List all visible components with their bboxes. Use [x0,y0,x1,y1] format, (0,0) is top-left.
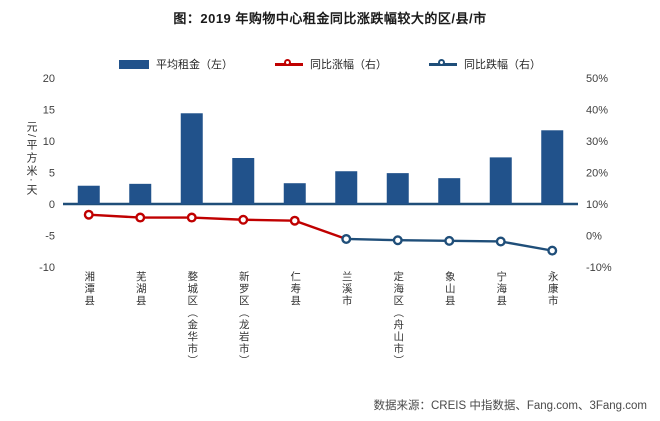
x-category-label: 象山县 [443,271,456,307]
bar [129,183,152,204]
line-marker [186,212,197,223]
x-category-label: 定海区（舟山市） [392,271,405,367]
left-axis-tick: -5 [45,231,55,243]
legend-bar-swatch-icon [119,59,149,69]
left-axis-title: 元/平方米·天 [25,121,37,197]
line-marker [135,212,146,223]
line-marker [547,245,558,256]
legend-item-label: 同比跌幅（右） [464,59,541,71]
line-marker [341,233,352,244]
x-category-label: 婺城区（金华市） [186,271,199,367]
legend-item-label: 同比涨幅（右） [310,59,387,71]
x-category-label: 仁寿县 [289,271,302,307]
data-source-note: 数据来源：CREIS 中指数据、Fang.com、3Fang.com [373,400,648,412]
left-axis-tick: 15 [43,105,55,117]
x-category-label: 芜湖县 [134,271,147,307]
line-marker [238,214,249,225]
x-category-label: 湘潭县 [83,271,96,307]
line-marker [444,235,455,246]
line-marker [392,235,403,246]
right-axis-tick: 20% [586,168,608,180]
legend-line-swatch-icon [429,59,457,70]
left-axis-tick: 0 [49,199,55,211]
bar [283,183,306,204]
left-axis-tick: 5 [49,168,55,180]
bar [438,178,461,204]
bar [386,173,409,204]
left-axis-tick: 10 [43,136,55,148]
right-axis-tick: -10% [586,262,612,274]
x-category-label: 永康市 [546,271,559,307]
legend-item: 平均租金（左） [119,56,233,72]
right-axis-tick: 30% [586,136,608,148]
left-axis-tick: 20 [43,73,55,85]
right-axis-tick: 50% [586,73,608,85]
line-series [88,213,347,241]
bar [489,157,512,204]
legend-item-label: 平均租金（左） [156,59,233,71]
legend: 平均租金（左） 同比涨幅（右） 同比跌幅（右） [0,56,660,72]
x-category-label: 兰溪市 [340,271,353,307]
bar [335,171,358,204]
bar [541,130,564,204]
line-marker [289,215,300,226]
line-marker [495,236,506,247]
legend-item: 同比涨幅（右） [275,56,387,72]
bar [77,185,100,204]
legend-line-swatch-icon [275,59,303,70]
x-category-label: 宁海县 [495,271,508,307]
legend-item: 同比跌幅（右） [429,56,541,72]
x-category-label: 新罗区（龙岩市） [237,271,250,367]
right-axis-tick: 0% [586,231,602,243]
bar [232,158,255,204]
line-marker [83,209,94,220]
chart-title: 图：2019 年购物中心租金同比涨跌幅较大的区/县/市 [173,11,487,26]
right-axis-tick: 10% [586,199,608,211]
left-axis-tick: -10 [39,262,55,274]
bar [180,113,203,204]
right-axis-tick: 40% [586,105,608,117]
